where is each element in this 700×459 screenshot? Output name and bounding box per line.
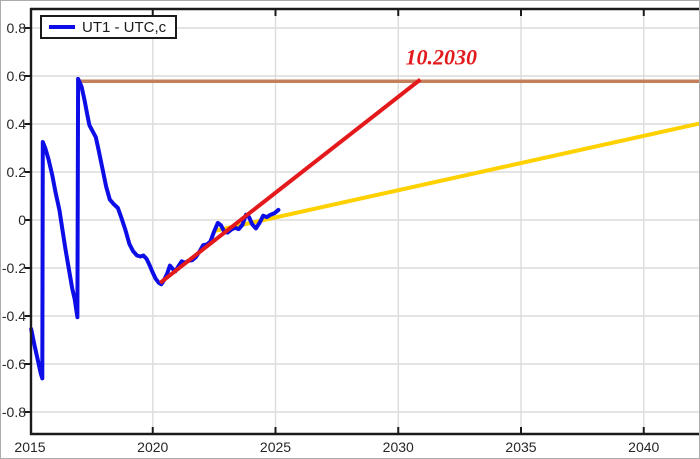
legend-line-sample <box>49 25 75 29</box>
series-yellow-extrapolation <box>213 121 699 233</box>
tick-label-y--0.2: -0.2 <box>2 260 26 276</box>
tick-label-y--0.8: -0.8 <box>2 404 26 420</box>
annotation-label: 10.2030 <box>405 44 477 69</box>
tick-label-x-2035: 2035 <box>505 439 536 455</box>
legend[interactable]: UT1 - UTC,c <box>40 15 178 39</box>
tick-label-y--0.4: -0.4 <box>2 308 26 324</box>
tick-label-y-0.4: 0.4 <box>7 116 27 132</box>
tick-label-x-2015: 2015 <box>14 439 45 455</box>
tick-label-y-0: 0 <box>18 212 26 228</box>
tick-label-y-0.6: 0.6 <box>7 68 27 84</box>
tick-label-x-2020: 2020 <box>137 439 168 455</box>
tick-label-x-2030: 2030 <box>383 439 414 455</box>
series-ut1-utc-observed <box>29 76 281 381</box>
tick-label-y-0.8: 0.8 <box>7 20 27 36</box>
legend-label: UT1 - UTC,c <box>82 18 167 36</box>
tick-label-y--0.6: -0.6 <box>2 356 26 372</box>
series-red-extrapolation <box>158 78 422 285</box>
tick-label-x-2025: 2025 <box>260 439 291 455</box>
tick-label-x-2040: 2040 <box>628 439 659 455</box>
tick-label-y-0.2: 0.2 <box>7 164 27 180</box>
